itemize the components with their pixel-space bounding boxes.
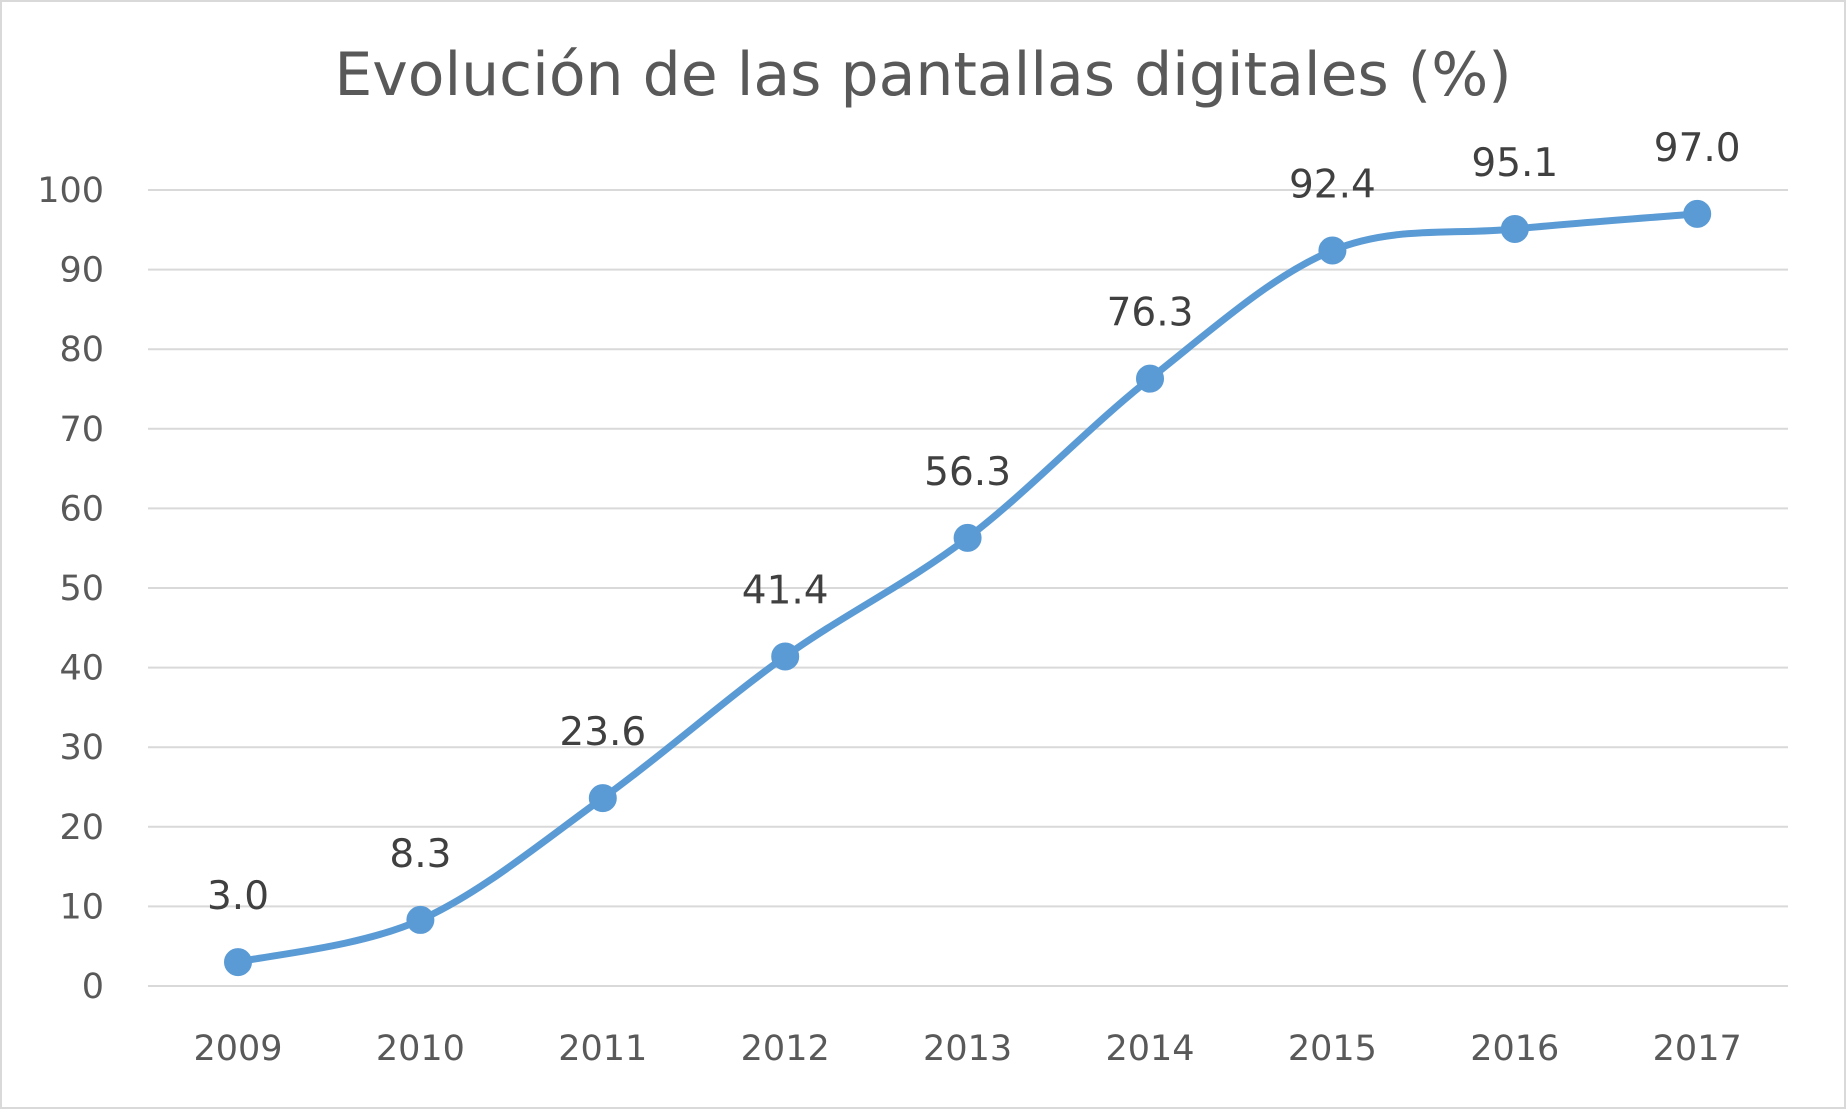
y-tick-label-70: 70 (59, 410, 104, 450)
data-label-2013: 56.3 (924, 450, 1011, 495)
x-tick-label-2016: 2016 (1470, 1029, 1559, 1069)
y-tick-label-60: 60 (59, 489, 104, 529)
y-tick-label-10: 10 (59, 887, 104, 927)
data-point-2017 (1683, 199, 1712, 228)
data-label-2016: 95.1 (1471, 141, 1558, 186)
x-tick-label-2012: 2012 (741, 1029, 830, 1069)
data-label-2012: 41.4 (742, 568, 829, 613)
x-tick-label-2011: 2011 (558, 1029, 647, 1069)
y-tick-label-80: 80 (59, 330, 104, 370)
y-tick-label-40: 40 (59, 649, 104, 689)
data-label-2010: 8.3 (389, 832, 451, 877)
y-tick-label-50: 50 (59, 569, 104, 609)
data-points (224, 199, 1712, 977)
data-label-2017: 97.0 (1654, 126, 1741, 171)
data-point-2016 (1500, 215, 1529, 244)
data-point-2009 (224, 948, 252, 977)
y-tick-label-90: 90 (59, 251, 104, 291)
x-axis-ticks: 2009 2010 2011 2012 2013 2014 2015 2016 2017 (193, 1029, 1741, 1069)
x-tick-label-2015: 2015 (1288, 1029, 1377, 1069)
data-point-2015 (1318, 236, 1347, 265)
x-tick-label-2017: 2017 (1653, 1029, 1742, 1069)
x-tick-label-2014: 2014 (1105, 1029, 1194, 1069)
data-point-2011 (588, 784, 617, 813)
y-tick-label-0: 0 (82, 967, 104, 1007)
y-axis-ticks: 0 10 20 30 40 50 60 70 80 90 100 (37, 171, 104, 1007)
data-point-2010 (406, 905, 435, 934)
data-point-2014 (1136, 364, 1164, 393)
x-tick-label-2010: 2010 (376, 1029, 465, 1069)
data-label-2011: 23.6 (559, 710, 646, 755)
gridlines (148, 189, 1788, 987)
data-label-2014: 76.3 (1107, 291, 1194, 336)
chart-title: Evolución de las pantallas digitales (%) (334, 40, 1512, 110)
data-labels: 3.0 8.3 23.6 41.4 56.3 76.3 92.4 95.1 97.0 (207, 126, 1741, 919)
x-tick-label-2009: 2009 (193, 1029, 282, 1069)
y-tick-label-30: 30 (59, 728, 104, 768)
data-point-2012 (771, 642, 800, 671)
data-point-2013 (953, 523, 982, 552)
x-tick-label-2013: 2013 (923, 1029, 1012, 1069)
y-tick-label-100: 100 (37, 171, 104, 211)
data-label-2009: 3.0 (207, 874, 269, 919)
y-tick-label-20: 20 (59, 808, 104, 848)
data-label-2015: 92.4 (1289, 162, 1376, 207)
